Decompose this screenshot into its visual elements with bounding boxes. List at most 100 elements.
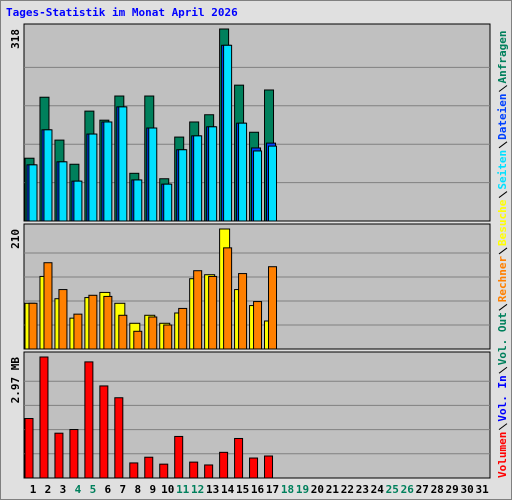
legend-entry: Seiten (496, 150, 509, 190)
legend-entry: Besuche (496, 199, 509, 246)
x-tick-label: 29 (446, 483, 459, 496)
bar (264, 455, 274, 479)
bar (249, 457, 259, 479)
bar (219, 451, 229, 479)
y-tick-label: 318 (9, 29, 22, 49)
bar (118, 314, 128, 350)
bar (99, 385, 109, 479)
bar (148, 127, 158, 222)
bar (144, 456, 154, 479)
bar (43, 129, 53, 222)
x-tick-label: 24 (371, 483, 385, 496)
x-tick-label: 7 (120, 483, 127, 496)
x-tick-label: 5 (90, 483, 97, 496)
bar (58, 289, 68, 350)
x-tick-label: 14 (221, 483, 235, 496)
bar (189, 461, 199, 479)
bar (73, 313, 83, 350)
bar (43, 262, 53, 350)
x-tick-label: 17 (266, 483, 279, 496)
x-tick-label: 15 (236, 483, 249, 496)
x-tick-label: 4 (75, 483, 82, 496)
x-tick-label: 21 (326, 483, 340, 496)
bar (84, 361, 94, 479)
x-tick-label: 12 (191, 483, 204, 496)
x-tick-label: 9 (149, 483, 156, 496)
legend-entry: Vol. In (496, 375, 509, 421)
bar (223, 44, 233, 222)
bar (204, 464, 214, 479)
bar (238, 122, 248, 222)
legend-separator (498, 247, 508, 255)
x-tick-label: 19 (296, 483, 309, 496)
x-tick-label: 23 (356, 483, 369, 496)
bar (103, 121, 113, 222)
bar (39, 356, 49, 479)
bar (133, 330, 143, 350)
x-tick-label: 6 (105, 483, 112, 496)
bar (58, 161, 68, 222)
chart-title: Tages-Statistik im Monat April 2026 (6, 6, 238, 19)
x-tick-label: 10 (161, 483, 174, 496)
x-tick-label: 13 (206, 483, 219, 496)
x-tick-label: 28 (431, 483, 444, 496)
x-tick-label: 27 (416, 483, 429, 496)
legend-entry: Dateien (496, 93, 509, 139)
bar (73, 180, 83, 222)
bar (223, 247, 233, 350)
legend-entry: Rechner (496, 256, 509, 303)
x-tick-label: 8 (134, 483, 141, 496)
bar (208, 275, 218, 350)
legend-separator (498, 303, 508, 311)
x-tick-label: 26 (401, 483, 415, 496)
bar (163, 324, 173, 350)
bar (193, 270, 203, 350)
x-tick-label: 2 (45, 483, 52, 496)
x-tick-label: 18 (281, 483, 294, 496)
legend-separator (498, 85, 508, 92)
x-tick-label: 22 (341, 483, 354, 496)
x-tick-label: 31 (475, 483, 489, 496)
bar (178, 307, 188, 350)
bar (159, 463, 169, 479)
bar (208, 126, 218, 222)
bar (163, 183, 173, 222)
bar (253, 150, 263, 222)
y-tick-label: 210 (9, 229, 22, 249)
legend-entry: Volumen (496, 432, 509, 478)
bar (54, 432, 64, 479)
legend-separator (498, 366, 508, 374)
legend-entry: Anfragen (496, 30, 509, 83)
bar (118, 106, 128, 222)
bar (24, 418, 34, 479)
bar (88, 133, 98, 222)
x-tick-label: 1 (30, 483, 37, 496)
bar (234, 437, 244, 479)
bar (268, 145, 278, 222)
bar (268, 266, 278, 350)
x-tick-label: 20 (311, 483, 324, 496)
legend-separator (498, 141, 508, 149)
x-tick-label: 16 (251, 483, 265, 496)
legend-separator (498, 423, 508, 431)
bar (178, 149, 188, 222)
bar (69, 429, 79, 479)
bar (114, 397, 124, 479)
legend-entry: Vol. Out (496, 312, 509, 365)
x-tick-label: 25 (386, 483, 399, 496)
bar (88, 294, 98, 350)
bar (133, 179, 143, 222)
bar (174, 435, 184, 479)
bar (129, 462, 139, 479)
bar (28, 302, 38, 350)
bar (253, 301, 263, 350)
x-tick-label: 30 (461, 483, 474, 496)
y-tick-label: 2.97 MB (9, 357, 22, 404)
legend-separator (498, 191, 508, 198)
bar (103, 295, 113, 350)
bar (238, 273, 248, 350)
bar (148, 316, 158, 350)
bar (28, 164, 38, 222)
bar (193, 135, 203, 222)
